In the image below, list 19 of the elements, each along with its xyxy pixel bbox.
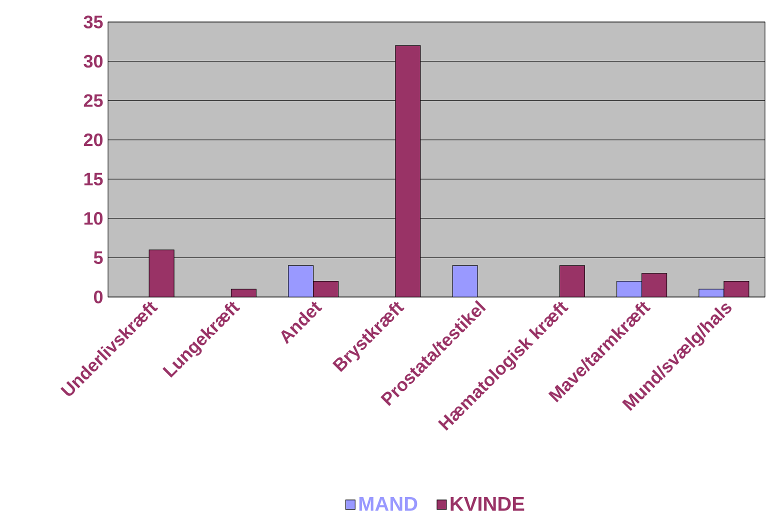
y-tick-label: 0: [94, 290, 103, 304]
bar: [724, 280, 750, 297]
y-tick-label: 10: [84, 212, 103, 225]
bar: [288, 265, 314, 297]
y-tick-label: 25: [84, 94, 103, 107]
y-tick-label: 30: [84, 54, 103, 68]
bar: [642, 273, 668, 297]
legend-label: MAND: [359, 496, 418, 511]
bar: [395, 45, 421, 297]
bar: [313, 280, 339, 297]
y-tick-label: 20: [84, 133, 103, 146]
bar: [452, 265, 478, 297]
y-tick-label: 15: [84, 172, 103, 186]
bar: [616, 280, 642, 297]
bar: [148, 250, 174, 297]
bar: [559, 265, 585, 297]
legend-label: KVINDE: [450, 496, 524, 511]
y-tick-label: 35: [84, 16, 103, 28]
y-tick-label: 5: [94, 251, 103, 264]
